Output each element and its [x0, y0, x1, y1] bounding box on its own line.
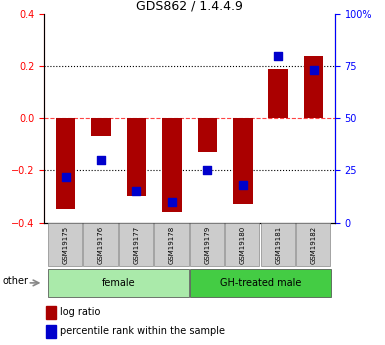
Point — [62, 174, 69, 179]
Text: GSM19182: GSM19182 — [311, 226, 317, 264]
Bar — [56, 118, 75, 209]
FancyBboxPatch shape — [296, 224, 330, 266]
Point — [275, 53, 281, 58]
Point — [311, 67, 317, 73]
FancyBboxPatch shape — [83, 224, 118, 266]
Text: GSM19179: GSM19179 — [204, 226, 210, 264]
Text: GSM19180: GSM19180 — [240, 226, 246, 264]
Title: GDS862 / 1.4.4.9: GDS862 / 1.4.4.9 — [136, 0, 243, 13]
Bar — [127, 118, 146, 196]
Bar — [198, 118, 217, 152]
Text: other: other — [2, 276, 28, 286]
Bar — [162, 118, 182, 212]
Text: female: female — [102, 278, 136, 288]
Text: GSM19178: GSM19178 — [169, 226, 175, 264]
Text: GSM19176: GSM19176 — [98, 226, 104, 264]
Text: GSM19181: GSM19181 — [275, 226, 281, 264]
Bar — [304, 56, 323, 118]
FancyBboxPatch shape — [225, 224, 259, 266]
FancyBboxPatch shape — [48, 224, 82, 266]
Bar — [91, 118, 111, 136]
Text: GSM19177: GSM19177 — [134, 226, 139, 264]
FancyBboxPatch shape — [154, 224, 189, 266]
FancyBboxPatch shape — [190, 224, 224, 266]
Bar — [46, 306, 56, 318]
Bar — [46, 325, 56, 337]
Bar — [233, 118, 253, 204]
FancyBboxPatch shape — [261, 224, 295, 266]
Text: GH-treated male: GH-treated male — [220, 278, 301, 288]
Point — [133, 188, 139, 194]
Point — [169, 199, 175, 204]
FancyBboxPatch shape — [190, 269, 331, 297]
Text: percentile rank within the sample: percentile rank within the sample — [60, 326, 225, 336]
Point — [240, 182, 246, 188]
Bar — [268, 69, 288, 118]
Text: log ratio: log ratio — [60, 307, 100, 317]
Point — [98, 157, 104, 163]
Text: GSM19175: GSM19175 — [62, 226, 69, 264]
Point — [204, 168, 211, 173]
FancyBboxPatch shape — [119, 224, 153, 266]
FancyBboxPatch shape — [49, 269, 189, 297]
